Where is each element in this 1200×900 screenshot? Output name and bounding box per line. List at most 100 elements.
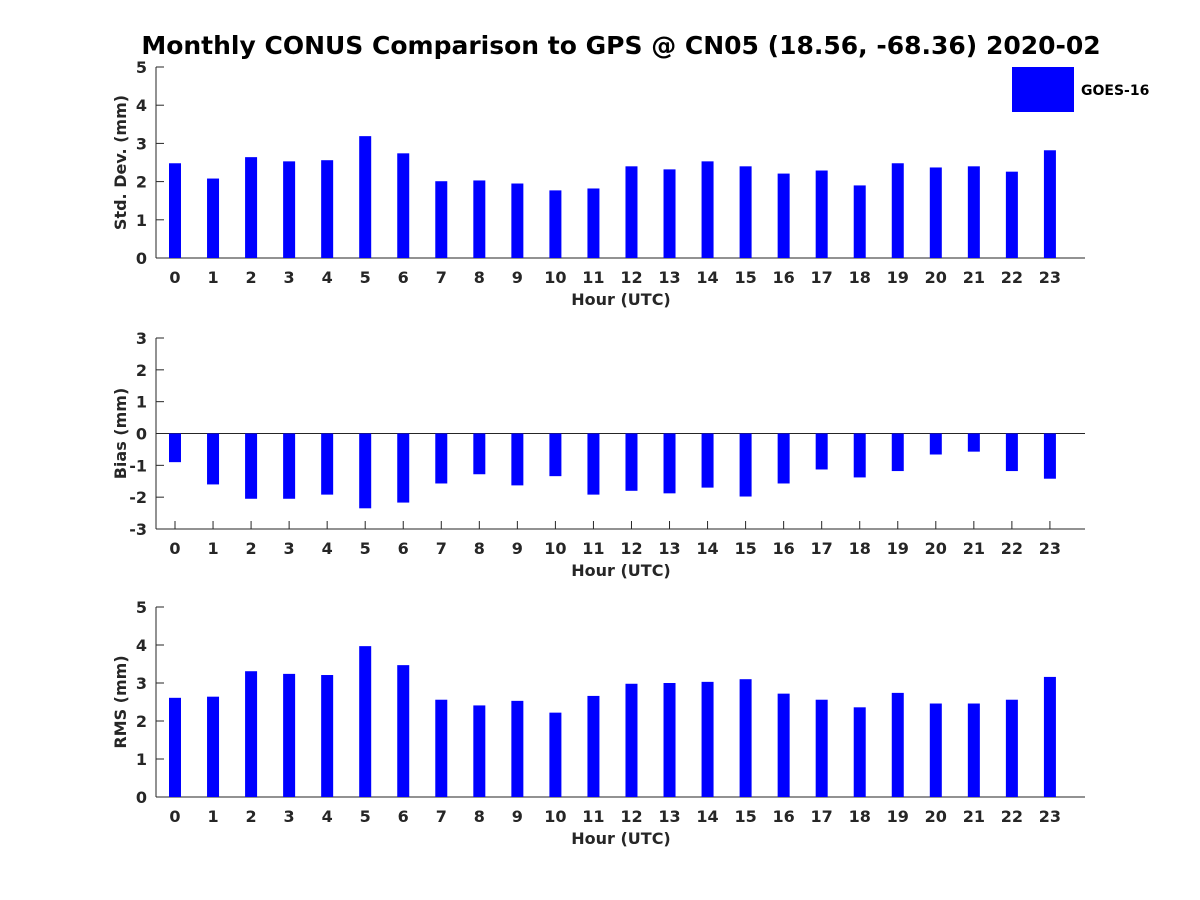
bar-hour-14 bbox=[701, 681, 714, 797]
bar-hour-19 bbox=[891, 163, 904, 258]
bar-hour-6 bbox=[397, 433, 410, 503]
x-tick-label: 14 bbox=[696, 268, 718, 287]
bar-hour-2 bbox=[245, 433, 258, 499]
x-tick-label: 15 bbox=[734, 268, 756, 287]
bar-hour-22 bbox=[1005, 433, 1018, 472]
x-tick-label: 6 bbox=[398, 807, 409, 826]
bar-hour-17 bbox=[815, 170, 828, 258]
x-tick-label: 10 bbox=[544, 807, 566, 826]
x-tick-label: 18 bbox=[849, 539, 871, 558]
bar-hour-18 bbox=[853, 433, 866, 478]
x-tick-label: 19 bbox=[887, 539, 909, 558]
x-tick-label: 9 bbox=[512, 807, 523, 826]
x-tick-label: 12 bbox=[620, 268, 642, 287]
x-tick-label: 18 bbox=[849, 807, 871, 826]
y-tick-label: 4 bbox=[136, 96, 147, 115]
bar-hour-10 bbox=[549, 712, 562, 797]
bar-hour-16 bbox=[777, 433, 790, 484]
bar-hour-0 bbox=[169, 163, 181, 258]
x-tick-label: 11 bbox=[582, 539, 604, 558]
x-tick-label: 8 bbox=[474, 807, 485, 826]
bar-hour-11 bbox=[587, 188, 600, 258]
bar-hour-20 bbox=[929, 167, 942, 258]
x-tick-label: 19 bbox=[887, 268, 909, 287]
bar-hour-4 bbox=[321, 160, 334, 258]
y-tick-label: 3 bbox=[136, 674, 147, 693]
x-tick-label: 16 bbox=[773, 539, 795, 558]
bar-hour-19 bbox=[891, 692, 904, 797]
x-tick-label: 4 bbox=[322, 539, 333, 558]
bar-hour-0 bbox=[169, 433, 181, 463]
legend-swatch bbox=[1012, 67, 1074, 112]
x-tick-label: 5 bbox=[360, 268, 371, 287]
x-tick-label: 2 bbox=[246, 268, 257, 287]
x-tick-label: 0 bbox=[169, 268, 180, 287]
x-tick-label: 19 bbox=[887, 807, 909, 826]
x-tick-label: 17 bbox=[811, 268, 833, 287]
x-tick-label: 23 bbox=[1039, 539, 1061, 558]
bar-hour-21 bbox=[967, 703, 980, 797]
x-tick-label: 11 bbox=[582, 268, 604, 287]
x-axis-label: Hour (UTC) bbox=[571, 829, 671, 848]
bar-hour-21 bbox=[967, 166, 980, 258]
bar-hour-13 bbox=[663, 169, 676, 258]
y-tick-label: 1 bbox=[136, 750, 147, 769]
bar-hour-11 bbox=[587, 433, 600, 495]
y-tick-label: 2 bbox=[136, 712, 147, 731]
x-tick-label: 3 bbox=[284, 539, 295, 558]
x-tick-label: 4 bbox=[322, 807, 333, 826]
bar-hour-12 bbox=[625, 433, 638, 491]
x-tick-label: 7 bbox=[436, 807, 447, 826]
x-tick-label: 20 bbox=[925, 807, 947, 826]
legend-label: GOES-16 bbox=[1081, 83, 1149, 99]
y-tick-label: 2 bbox=[136, 173, 147, 192]
bar-hour-1 bbox=[207, 433, 220, 485]
x-tick-label: 1 bbox=[207, 807, 218, 826]
bar-hour-13 bbox=[663, 433, 676, 494]
x-tick-label: 3 bbox=[284, 268, 295, 287]
x-axis-label: Hour (UTC) bbox=[571, 561, 671, 580]
y-tick-label: 1 bbox=[136, 393, 147, 412]
bar-hour-23 bbox=[1043, 150, 1056, 258]
y-tick-label: 5 bbox=[136, 58, 147, 77]
bar-hour-9 bbox=[511, 433, 524, 486]
bar-hour-4 bbox=[321, 433, 334, 495]
x-tick-label: 1 bbox=[207, 539, 218, 558]
bar-hour-18 bbox=[853, 707, 866, 797]
bar-hour-8 bbox=[473, 433, 486, 475]
x-tick-label: 12 bbox=[620, 807, 642, 826]
bar-hour-9 bbox=[511, 700, 524, 797]
y-tick-label: 5 bbox=[136, 598, 147, 617]
bar-hour-23 bbox=[1043, 676, 1056, 797]
x-tick-label: 23 bbox=[1039, 807, 1061, 826]
bar-hour-9 bbox=[511, 183, 524, 258]
y-tick-label: -2 bbox=[129, 488, 147, 507]
x-tick-label: 14 bbox=[696, 807, 718, 826]
bar-hour-8 bbox=[473, 180, 486, 258]
y-tick-label: 3 bbox=[136, 329, 147, 348]
bar-hour-22 bbox=[1005, 171, 1018, 258]
y-tick-label: 3 bbox=[136, 134, 147, 153]
x-tick-label: 0 bbox=[169, 807, 180, 826]
bar-hour-16 bbox=[777, 173, 790, 258]
bar-hour-23 bbox=[1043, 433, 1056, 479]
bar-hour-1 bbox=[207, 696, 220, 797]
y-tick-label: 2 bbox=[136, 361, 147, 380]
bar-hour-17 bbox=[815, 699, 828, 797]
x-tick-label: 20 bbox=[925, 268, 947, 287]
bar-hour-15 bbox=[739, 166, 752, 258]
bar-hour-18 bbox=[853, 185, 866, 258]
x-tick-label: 5 bbox=[360, 807, 371, 826]
x-tick-label: 3 bbox=[284, 807, 295, 826]
chart-title: Monthly CONUS Comparison to GPS @ CN05 (… bbox=[141, 31, 1100, 60]
bar-hour-3 bbox=[283, 673, 296, 797]
y-axis-label: RMS (mm) bbox=[111, 655, 130, 748]
bar-hour-16 bbox=[777, 693, 790, 797]
bar-hour-3 bbox=[283, 433, 296, 499]
bar-hour-14 bbox=[701, 433, 714, 488]
x-axis-label: Hour (UTC) bbox=[571, 290, 671, 309]
